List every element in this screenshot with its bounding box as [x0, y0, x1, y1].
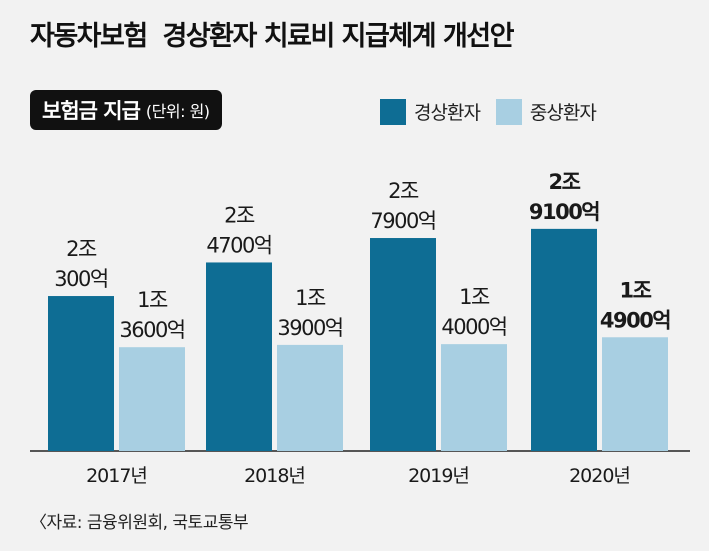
legend-item-severe: 중상환자 — [495, 98, 597, 125]
legend-label-minor: 경상환자 — [414, 102, 481, 124]
legend-swatch-severe — [495, 98, 522, 125]
data-label: 2조 — [224, 203, 255, 227]
legend: 경상환자 중상환자 — [380, 98, 612, 125]
legend-swatch-minor — [380, 98, 406, 125]
bar-minor-2019년 — [370, 238, 436, 451]
legend-item-minor: 경상환자 — [380, 98, 481, 125]
chart-title: 자동차보험 경상환자 치료비 지급체계 개선안 — [30, 21, 514, 52]
data-label: 2조 — [388, 179, 419, 203]
source-note: 〈자료: 금융위원회, 국토교통부 — [30, 513, 249, 533]
data-label: 9100억 — [529, 200, 599, 224]
legend-label-severe: 중상환자 — [529, 102, 597, 124]
data-label: 4900억 — [600, 308, 670, 332]
data-label: 1조 — [620, 278, 652, 302]
data-label: 4000억 — [441, 315, 506, 339]
unit-badge-unit: (단위: 원) — [145, 102, 210, 121]
bar-minor-2017년 — [48, 296, 114, 451]
data-label: 3600억 — [119, 318, 184, 342]
bar-severe-2020년 — [602, 337, 668, 451]
data-label: 2조 — [549, 170, 581, 194]
x-tick-label: 2019년 — [408, 465, 469, 487]
data-label: 1조 — [295, 286, 326, 310]
data-label: 4700억 — [206, 233, 271, 257]
x-tick-label: 2017년 — [86, 465, 147, 487]
data-label: 2조 — [66, 237, 97, 261]
bar-severe-2019년 — [441, 344, 507, 451]
unit-badge: 보험금 지급 (단위: 원) — [30, 90, 222, 130]
data-label: 300억 — [54, 267, 107, 291]
unit-badge-title: 보험금 지급 — [42, 99, 141, 123]
x-tick-label: 2020년 — [569, 465, 630, 487]
data-label: 1조 — [137, 288, 168, 312]
data-label: 3900억 — [277, 316, 342, 340]
data-label: 1조 — [459, 285, 490, 309]
bar-severe-2017년 — [119, 347, 185, 451]
bar-minor-2018년 — [206, 262, 272, 451]
bar-minor-2020년 — [531, 228, 597, 451]
data-label: 7900억 — [370, 209, 435, 233]
bar-severe-2018년 — [277, 344, 343, 451]
x-tick-label: 2018년 — [244, 465, 305, 487]
